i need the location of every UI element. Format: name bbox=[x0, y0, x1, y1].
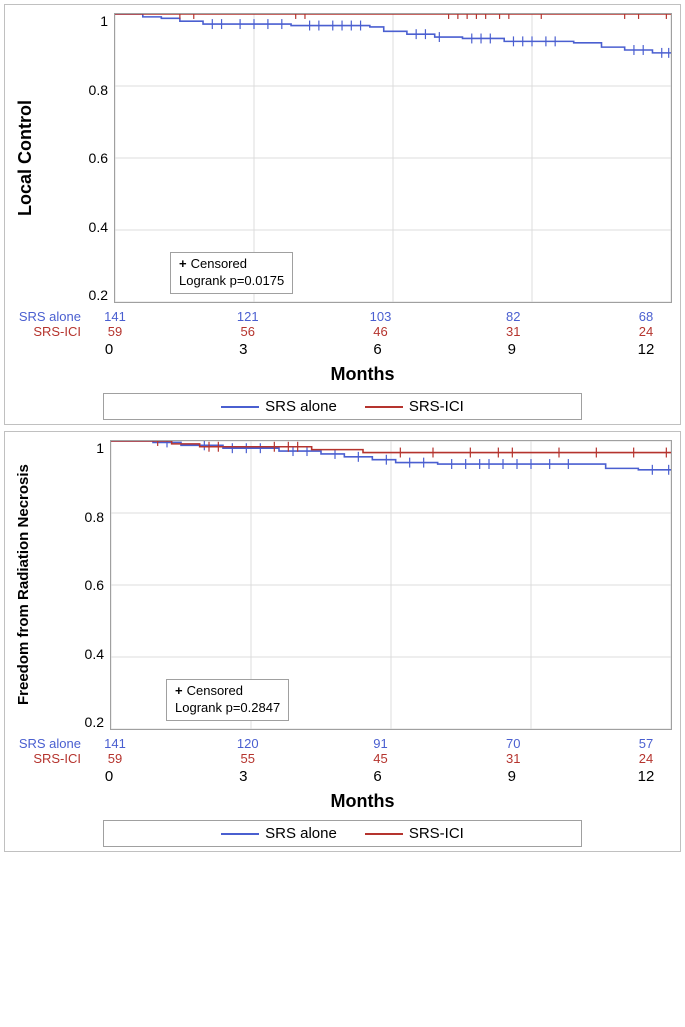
legend: SRS alone SRS-ICI bbox=[103, 820, 582, 847]
km-plot-local-control: +Censored Logrank p=0.0175 bbox=[114, 13, 672, 303]
risk-cells: 141 121 103 82 68 bbox=[89, 309, 672, 324]
legend-swatch bbox=[365, 833, 403, 835]
y-tick: 0.2 bbox=[36, 714, 104, 730]
stats-box: +Censored Logrank p=0.2847 bbox=[166, 679, 289, 721]
y-tick: 0.6 bbox=[36, 577, 104, 593]
risk-cells: 59 55 45 31 24 bbox=[89, 751, 672, 766]
risk-row-srs-ici: SRS-ICI 59 55 45 31 24 bbox=[13, 751, 672, 766]
y-tick-labels: 1 0.8 0.6 0.4 0.2 bbox=[34, 440, 110, 730]
risk-row-label: SRS-ICI bbox=[13, 324, 89, 339]
y-tick: 0.4 bbox=[36, 646, 104, 662]
y-tick: 0.2 bbox=[40, 287, 108, 303]
risk-row-label: SRS-ICI bbox=[13, 751, 89, 766]
legend-swatch bbox=[221, 833, 259, 835]
logrank-p: Logrank p=0.0175 bbox=[179, 273, 284, 290]
plot-column: +Censored Logrank p=0.2847 bbox=[110, 440, 672, 730]
y-tick-labels: 1 0.8 0.6 0.4 0.2 bbox=[38, 13, 114, 303]
y-tick: 1 bbox=[40, 13, 108, 29]
plot-row: Local Control 1 0.8 0.6 0.4 0.2 bbox=[13, 13, 672, 303]
panel-radiation-necrosis: Freedom from Radiation Necrosis 1 0.8 0.… bbox=[4, 431, 681, 852]
legend: SRS alone SRS-ICI bbox=[103, 393, 582, 420]
y-axis-label: Local Control bbox=[13, 13, 38, 303]
risk-cells: 59 56 46 31 24 bbox=[89, 324, 672, 339]
legend-item-srs-alone: SRS alone bbox=[221, 398, 337, 415]
km-plot-radiation-necrosis: +Censored Logrank p=0.2847 bbox=[110, 440, 672, 730]
x-tick-labels: 0 3 6 9 12 bbox=[13, 766, 672, 785]
risk-table: SRS alone 141 121 103 82 68 SRS-ICI 59 5… bbox=[13, 309, 672, 339]
risk-table: SRS alone 141 120 91 70 57 SRS-ICI 59 55… bbox=[13, 736, 672, 766]
censored-legend: +Censored bbox=[175, 683, 280, 700]
y-tick-gutter: 1 0.8 0.6 0.4 0.2 bbox=[34, 440, 110, 730]
logrank-p: Logrank p=0.2847 bbox=[175, 700, 280, 717]
risk-row-label: SRS alone bbox=[13, 736, 89, 751]
x-tick-labels: 0 3 6 9 12 bbox=[13, 339, 672, 358]
legend-item-srs-alone: SRS alone bbox=[221, 825, 337, 842]
panel-local-control: Local Control 1 0.8 0.6 0.4 0.2 bbox=[4, 4, 681, 425]
legend-swatch bbox=[365, 406, 403, 408]
legend-item-srs-ici: SRS-ICI bbox=[365, 398, 464, 415]
x-axis-label: Months bbox=[13, 358, 672, 393]
risk-row-label: SRS alone bbox=[13, 309, 89, 324]
plot-row: Freedom from Radiation Necrosis 1 0.8 0.… bbox=[13, 440, 672, 730]
y-tick: 0.8 bbox=[36, 509, 104, 525]
risk-cells: 141 120 91 70 57 bbox=[89, 736, 672, 751]
risk-row-srs-alone: SRS alone 141 121 103 82 68 bbox=[13, 309, 672, 324]
stats-box: +Censored Logrank p=0.0175 bbox=[170, 252, 293, 294]
y-axis-label: Freedom from Radiation Necrosis bbox=[13, 440, 34, 730]
x-axis-label: Months bbox=[13, 785, 672, 820]
plot-column: +Censored Logrank p=0.0175 bbox=[114, 13, 672, 303]
y-tick: 0.4 bbox=[40, 219, 108, 235]
y-tick: 0.8 bbox=[40, 82, 108, 98]
legend-item-srs-ici: SRS-ICI bbox=[365, 825, 464, 842]
risk-row-srs-alone: SRS alone 141 120 91 70 57 bbox=[13, 736, 672, 751]
y-tick: 0.6 bbox=[40, 150, 108, 166]
y-tick: 1 bbox=[36, 440, 104, 456]
y-tick-gutter: 1 0.8 0.6 0.4 0.2 bbox=[38, 13, 114, 303]
censored-legend: +Censored bbox=[179, 256, 284, 273]
risk-row-srs-ici: SRS-ICI 59 56 46 31 24 bbox=[13, 324, 672, 339]
legend-swatch bbox=[221, 406, 259, 408]
